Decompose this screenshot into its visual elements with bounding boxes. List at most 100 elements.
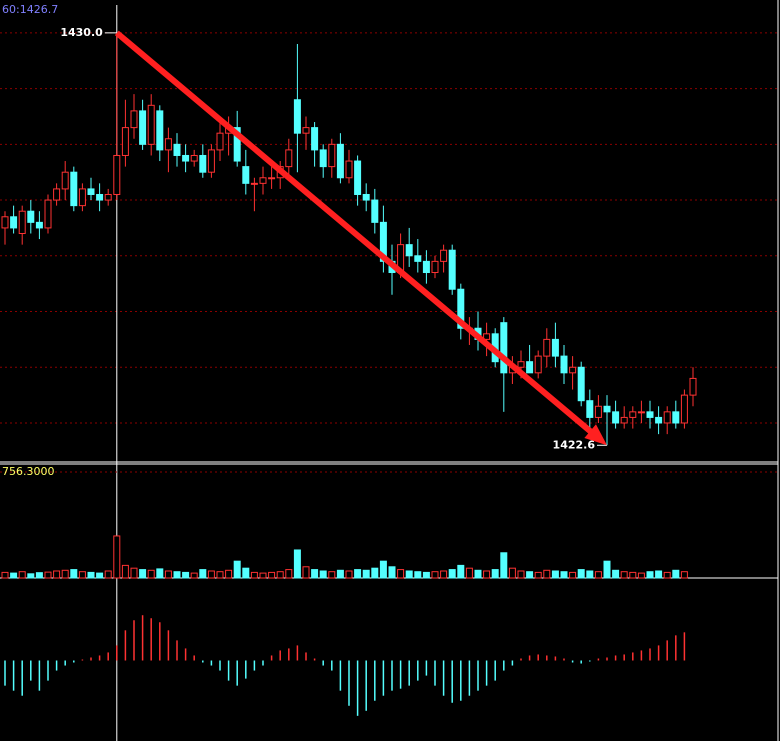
candle-body	[44, 199, 52, 229]
candle-body	[10, 216, 18, 229]
candle-body	[87, 188, 95, 195]
volume-bar	[586, 570, 594, 579]
volume-bar	[130, 567, 138, 579]
candle-body	[130, 110, 138, 129]
volume-bar	[268, 571, 276, 579]
volume-bar	[543, 569, 551, 579]
volume-bar	[156, 568, 164, 579]
candle-body	[620, 416, 628, 424]
volume-bar	[250, 571, 258, 579]
candle-body	[302, 127, 310, 134]
candle-body	[440, 249, 448, 262]
candle-body	[526, 361, 534, 374]
candle-body	[328, 143, 336, 168]
candle-body	[569, 366, 577, 374]
volume-bar	[173, 571, 181, 579]
volume-bar	[534, 571, 542, 579]
volume-bar	[569, 571, 577, 579]
volume-bar	[121, 564, 129, 579]
candle-body	[345, 160, 353, 179]
volume-bar	[457, 564, 465, 579]
volume-bar	[70, 569, 78, 579]
volume-bar	[405, 570, 413, 579]
candle-body	[182, 154, 190, 162]
volume-bar	[44, 571, 52, 579]
candle-body	[543, 338, 551, 357]
candle-body	[233, 127, 241, 162]
volume-bar	[259, 572, 267, 579]
candle-body	[27, 210, 35, 223]
volume-bar	[551, 570, 559, 579]
volume-bar	[182, 571, 190, 579]
candle-body	[319, 149, 327, 168]
volume-bar	[18, 571, 26, 579]
volume-bar	[113, 535, 121, 579]
candle-body	[268, 177, 276, 180]
candle-body	[35, 221, 43, 229]
volume-bar	[371, 567, 379, 579]
candle-body	[336, 143, 344, 179]
candle-body	[156, 110, 164, 151]
candle-body	[104, 193, 112, 201]
candle-body	[207, 149, 215, 173]
volume-bar	[27, 573, 35, 579]
candle-body	[285, 149, 293, 168]
volume-bar	[216, 571, 224, 579]
candle-body	[61, 171, 69, 190]
volume-bar	[612, 569, 620, 579]
candle-body	[164, 138, 172, 151]
volume-bar	[96, 572, 104, 579]
candle-body	[354, 160, 362, 195]
volume-bar	[53, 570, 61, 579]
candle-body	[612, 411, 620, 424]
volume-bar	[577, 569, 585, 579]
candle-body	[96, 193, 104, 201]
volume-bar	[319, 570, 327, 579]
volume-bar	[646, 571, 654, 579]
volume-bar	[336, 569, 344, 579]
volume-bar	[242, 567, 250, 579]
volume-bar	[1, 571, 9, 579]
volume-bar	[483, 570, 491, 579]
volume-bar	[104, 570, 112, 579]
volume-bar	[311, 569, 319, 579]
volume-bar	[629, 571, 637, 579]
candle-body	[586, 400, 594, 418]
volume-bar	[594, 571, 602, 579]
chart-title: 60:1426.7	[2, 3, 58, 16]
candle-body	[311, 127, 319, 151]
volume-bar	[655, 570, 663, 579]
candle-body	[551, 338, 559, 357]
volume-bar	[422, 571, 430, 579]
volume-bar	[431, 571, 439, 579]
candle-body	[594, 405, 602, 418]
candle-body	[431, 260, 439, 274]
candle-body	[379, 221, 387, 262]
volume-bar	[285, 569, 293, 579]
candle-body	[147, 104, 155, 145]
volume-bar	[526, 571, 534, 579]
volume-bar	[61, 569, 69, 579]
volume-bar	[388, 566, 396, 579]
volume-bar	[225, 569, 233, 579]
volume-bar	[474, 569, 482, 579]
volume-bar	[207, 570, 215, 579]
candle-body	[603, 405, 611, 413]
candle-body	[121, 127, 129, 156]
candle-body	[655, 416, 663, 424]
candle-body	[414, 255, 422, 262]
annotation: 1422.6	[553, 438, 596, 451]
candle-body	[560, 355, 568, 374]
volume-bar	[139, 569, 147, 579]
volume-bar	[414, 571, 422, 579]
volume-bar	[379, 560, 387, 579]
candle-body	[259, 177, 267, 184]
volume-bar	[362, 569, 370, 579]
candle-body	[646, 411, 654, 418]
candle-body	[113, 154, 121, 195]
candle-body	[1, 216, 9, 229]
volume-bar	[328, 571, 336, 579]
candle-body	[680, 394, 688, 424]
candle-body	[139, 110, 147, 145]
candle-body	[362, 193, 370, 201]
